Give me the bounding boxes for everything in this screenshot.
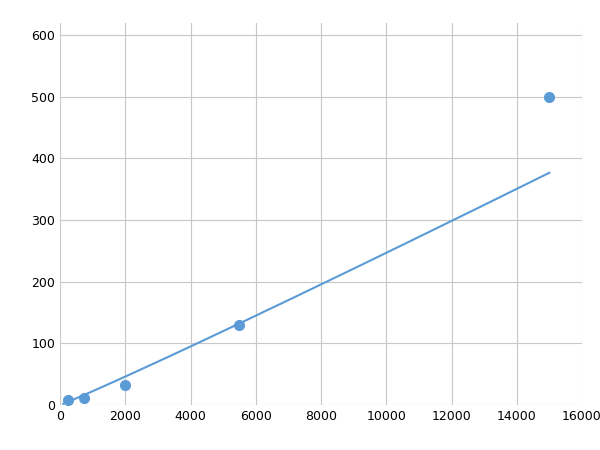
Point	[545, 93, 554, 100]
Point	[235, 321, 244, 328]
Point	[80, 394, 89, 401]
Point	[64, 396, 73, 404]
Point	[121, 382, 130, 389]
